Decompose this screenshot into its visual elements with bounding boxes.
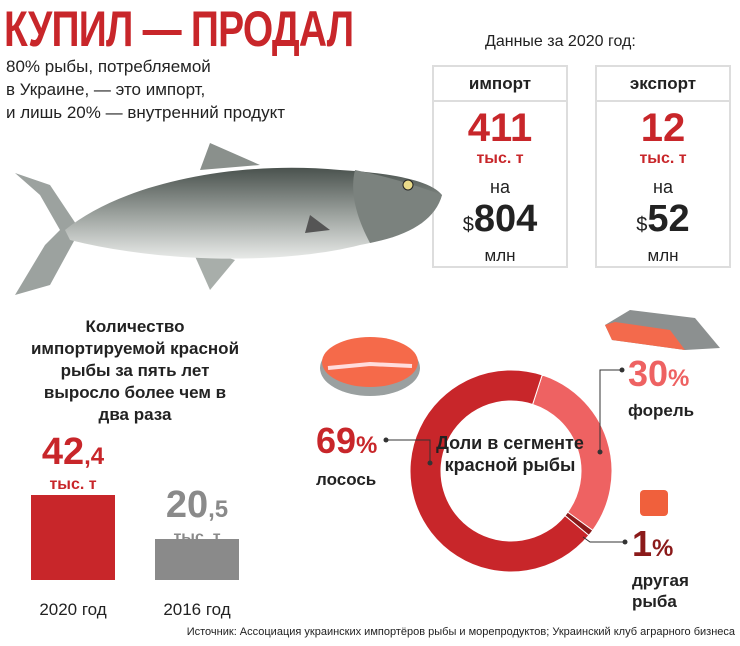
leader-lines — [386, 369, 625, 543]
currency-sign: $ — [636, 214, 648, 236]
source-note: Источник: Ассоциация украинских импортёр… — [186, 626, 735, 638]
donut-center-title: Доли в сегменте красной рыбы — [436, 433, 584, 475]
import-value-number: 804 — [473, 198, 538, 240]
leader-dot — [383, 437, 389, 443]
export-unit: тыс. т — [639, 150, 687, 167]
percent-sign: % — [356, 432, 378, 459]
bar-value: 42,4 — [18, 432, 128, 477]
data-year-label: Данные за 2020 год: — [485, 33, 636, 50]
bar-value-dec: ,4 — [84, 443, 105, 470]
fish-piece-illustration — [640, 490, 668, 516]
bar-category-2020: 2020 год — [39, 600, 107, 619]
fish-head — [353, 170, 442, 243]
other-percent: 1% — [632, 525, 712, 568]
export-value-number: 52 — [647, 198, 690, 240]
bar-label-2020: 42,4 тыс. т — [18, 432, 128, 493]
salmon-name: лосось — [316, 470, 377, 489]
fish-eye — [402, 179, 414, 191]
subtitle-line: и лишь 20% — внутренний продукт — [6, 103, 286, 122]
page-title: КУПИЛ — ПРОДАЛ — [4, 1, 354, 57]
currency-sign: $ — [462, 214, 474, 236]
subtitle-line: в Украине, — это импорт, — [6, 80, 206, 99]
fish-body — [65, 167, 442, 259]
export-value-unit: млн — [647, 246, 679, 265]
leader-dot — [427, 460, 433, 466]
salmon-percent: 69% — [316, 422, 377, 465]
percent-value: 69 — [316, 420, 357, 461]
trout-percent: 30% — [628, 355, 694, 398]
salmon-fish-illustration — [15, 143, 442, 295]
bar-value-int: 42 — [41, 431, 85, 473]
percent-value: 1 — [632, 523, 653, 564]
import-on: на — [490, 177, 510, 197]
import-volume: 411 — [467, 106, 533, 150]
bar-2020 — [31, 495, 115, 580]
trout-fillet-illustration — [605, 310, 720, 350]
bar-chart-title: Количество импортируемой красной рыбы за… — [30, 317, 240, 424]
leader-line-other — [582, 536, 625, 543]
leader-dot — [597, 449, 603, 455]
dorsal-fin — [200, 143, 260, 170]
export-on: на — [653, 177, 673, 197]
other-label: 1% другая рыба — [632, 525, 712, 612]
leader-dot — [622, 539, 628, 545]
pectoral-fin — [305, 215, 330, 233]
bar-category-2016: 2016 год — [163, 600, 231, 619]
import-header: импорт — [434, 67, 566, 102]
import-card: импорт 411 тыс. т на $804 млн — [432, 65, 568, 268]
import-value-unit: млн — [484, 246, 516, 265]
trout-label: 30% форель — [628, 355, 694, 421]
import-unit: тыс. т — [476, 150, 524, 167]
bar-value-dec: ,5 — [208, 496, 229, 523]
export-card: экспорт 12 тыс. т на $52 млн — [595, 65, 731, 268]
leader-line-trout — [599, 369, 622, 452]
leader-line-salmon — [386, 439, 431, 463]
bar-2016 — [155, 538, 239, 580]
other-name: другая рыба — [632, 571, 689, 611]
donut-slice-salmon — [409, 369, 590, 573]
donut-chart — [320, 310, 720, 573]
percent-sign: % — [652, 535, 674, 562]
import-value: $804 — [434, 198, 566, 246]
bar-unit: тыс. т — [49, 476, 97, 493]
bar-value: 20,5 — [142, 485, 252, 530]
subtitle-line: 80% рыбы, потребляемой — [6, 57, 211, 76]
leader-dot — [619, 367, 625, 373]
export-value: $52 — [597, 198, 729, 246]
export-header: экспорт — [597, 67, 729, 102]
percent-sign: % — [668, 365, 690, 392]
bar-value-int: 20 — [165, 484, 209, 526]
export-volume: 12 — [640, 106, 686, 150]
trout-name: форель — [628, 401, 695, 420]
subtitle: 80% рыбы, потребляемой в Украине, — это … — [6, 55, 366, 124]
salmon-steak-illustration — [320, 337, 420, 396]
percent-value: 30 — [628, 353, 669, 394]
salmon-label: 69% лосось — [316, 422, 377, 490]
bar-label-2016: 20,5 тыс. т — [142, 485, 252, 546]
